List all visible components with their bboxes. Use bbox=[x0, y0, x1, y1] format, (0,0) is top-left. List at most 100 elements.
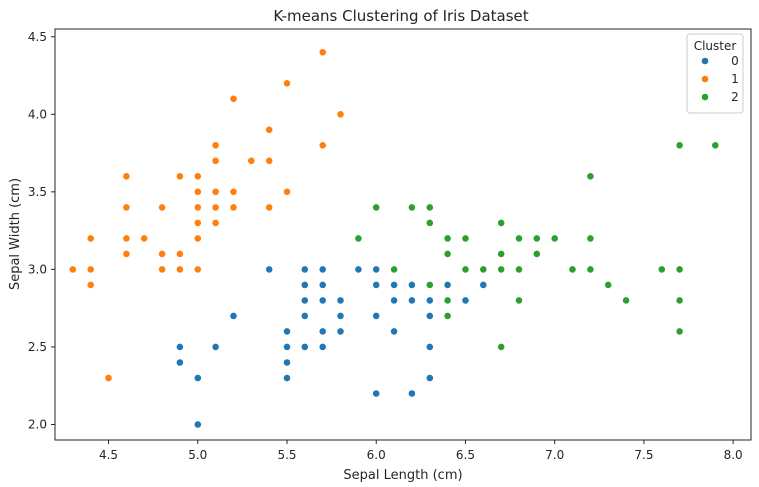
point-cluster-1-3 bbox=[86, 234, 95, 243]
points-layer bbox=[68, 48, 720, 429]
point-cluster-2-14 bbox=[497, 342, 506, 351]
point-cluster-0-25 bbox=[372, 389, 381, 398]
point-cluster-0-39 bbox=[443, 280, 452, 289]
point-cluster-1-5 bbox=[122, 249, 131, 258]
point-cluster-1-27 bbox=[229, 203, 238, 212]
point-cluster-2-28 bbox=[604, 280, 613, 289]
point-cluster-0-11 bbox=[300, 342, 309, 351]
point-cluster-1-13 bbox=[175, 265, 184, 274]
point-cluster-0-29 bbox=[390, 327, 398, 336]
point-cluster-0-20 bbox=[318, 265, 327, 274]
point-cluster-2-16 bbox=[497, 249, 506, 258]
chart-title: K-means Clustering of Iris Dataset bbox=[273, 7, 528, 25]
point-cluster-2-2 bbox=[390, 265, 398, 274]
point-cluster-1-19 bbox=[193, 203, 202, 212]
point-cluster-0-1 bbox=[193, 374, 202, 382]
x-tick-label: 4.5 bbox=[99, 448, 118, 462]
point-cluster-0-23 bbox=[336, 296, 345, 305]
point-cluster-1-23 bbox=[211, 203, 220, 212]
x-tick-label: 5.5 bbox=[277, 448, 296, 462]
point-cluster-1-38 bbox=[336, 110, 345, 119]
point-cluster-1-35 bbox=[283, 79, 291, 88]
x-tick-label: 8.0 bbox=[724, 448, 743, 462]
y-tick-label: 3.5 bbox=[28, 185, 47, 199]
x-axis-title: Sepal Length (cm) bbox=[343, 468, 462, 483]
point-cluster-0-3 bbox=[175, 342, 184, 351]
point-cluster-2-18 bbox=[515, 296, 523, 305]
y-tick-label: 4.5 bbox=[28, 30, 47, 44]
point-cluster-0-18 bbox=[318, 296, 327, 305]
x-tick-label: 6.0 bbox=[367, 448, 386, 462]
point-cluster-1-33 bbox=[265, 125, 274, 134]
legend-title: Cluster bbox=[694, 39, 737, 53]
point-cluster-2-7 bbox=[443, 311, 452, 320]
point-cluster-1-18 bbox=[193, 218, 202, 227]
point-cluster-2-33 bbox=[675, 265, 684, 274]
point-cluster-0-2 bbox=[175, 358, 184, 367]
legend-box bbox=[686, 33, 744, 114]
point-cluster-1-26 bbox=[211, 141, 220, 150]
point-cluster-1-30 bbox=[247, 156, 256, 165]
point-cluster-2-9 bbox=[443, 249, 452, 258]
point-cluster-1-10 bbox=[158, 265, 166, 274]
point-cluster-1-34 bbox=[283, 187, 291, 196]
point-cluster-2-5 bbox=[425, 218, 434, 227]
point-cluster-1-32 bbox=[265, 156, 274, 165]
point-cluster-0-16 bbox=[318, 342, 327, 351]
point-cluster-1-22 bbox=[211, 218, 220, 227]
point-cluster-1-2 bbox=[86, 265, 95, 274]
point-cluster-1-31 bbox=[265, 203, 274, 212]
point-cluster-0-31 bbox=[390, 280, 398, 289]
y-tick-label: 2.0 bbox=[28, 417, 47, 431]
point-cluster-1-17 bbox=[193, 234, 202, 243]
point-cluster-0-8 bbox=[283, 358, 291, 367]
legend-label-1: 1 bbox=[731, 72, 739, 86]
point-cluster-1-11 bbox=[158, 249, 166, 258]
point-cluster-1-37 bbox=[318, 48, 327, 57]
point-cluster-0-4 bbox=[211, 342, 220, 351]
point-cluster-0-32 bbox=[407, 389, 416, 398]
legend: Cluster 0 1 2 bbox=[686, 33, 744, 114]
point-cluster-1-15 bbox=[175, 172, 184, 181]
point-cluster-1-12 bbox=[158, 203, 166, 212]
point-cluster-0-6 bbox=[265, 265, 274, 274]
plot-frame bbox=[54, 28, 752, 441]
y-axis: 2.0 2.5 3.0 3.5 4.0 4.5 bbox=[28, 30, 55, 431]
legend-marker-2 bbox=[701, 93, 709, 101]
legend-marker-1 bbox=[701, 75, 709, 83]
point-cluster-2-17 bbox=[497, 218, 506, 227]
point-cluster-2-26 bbox=[586, 234, 595, 243]
point-cluster-2-27 bbox=[586, 172, 595, 181]
point-cluster-1-8 bbox=[122, 172, 131, 181]
point-cluster-1-1 bbox=[86, 280, 95, 289]
point-cluster-0-34 bbox=[407, 280, 416, 289]
point-cluster-1-36 bbox=[318, 141, 327, 150]
point-cluster-0-37 bbox=[425, 311, 434, 320]
point-cluster-0-12 bbox=[300, 311, 309, 320]
point-cluster-0-7 bbox=[283, 374, 291, 382]
point-cluster-2-31 bbox=[675, 327, 684, 336]
point-cluster-0-21 bbox=[336, 327, 345, 336]
point-cluster-1-21 bbox=[193, 172, 202, 181]
point-cluster-0-0 bbox=[193, 420, 202, 429]
point-cluster-1-29 bbox=[229, 94, 238, 103]
legend-label-0: 0 bbox=[731, 54, 739, 68]
x-tick-label: 7.0 bbox=[545, 448, 564, 462]
y-tick-label: 2.5 bbox=[28, 340, 47, 354]
point-cluster-0-9 bbox=[283, 342, 291, 351]
point-cluster-1-7 bbox=[122, 203, 131, 212]
point-cluster-2-6 bbox=[425, 203, 434, 212]
point-cluster-2-13 bbox=[479, 265, 488, 274]
point-cluster-2-25 bbox=[586, 265, 595, 274]
point-cluster-2-35 bbox=[711, 141, 720, 150]
point-cluster-2-34 bbox=[675, 141, 684, 150]
point-cluster-0-33 bbox=[407, 296, 416, 305]
point-cluster-1-28 bbox=[229, 187, 238, 196]
point-cluster-0-36 bbox=[425, 342, 434, 351]
point-cluster-0-5 bbox=[229, 311, 238, 320]
point-cluster-1-20 bbox=[193, 187, 202, 196]
point-cluster-1-14 bbox=[175, 249, 184, 258]
point-cluster-2-23 bbox=[550, 234, 559, 243]
point-cluster-2-4 bbox=[425, 280, 434, 289]
